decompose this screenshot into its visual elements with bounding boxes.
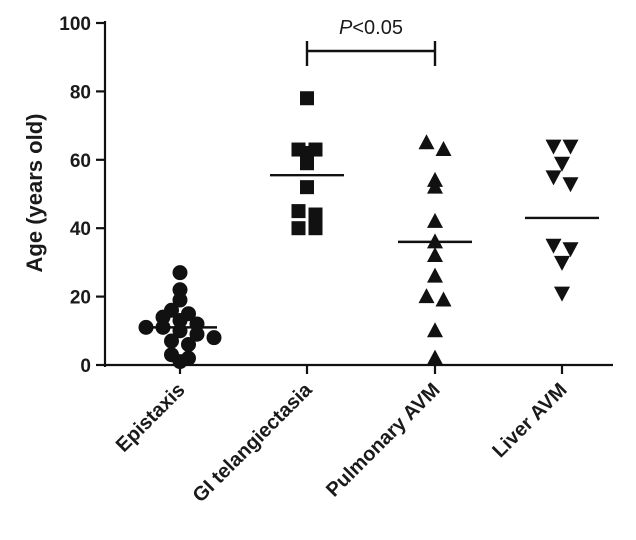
p-value-label: P<0.05 — [339, 17, 403, 39]
data-point — [554, 156, 570, 172]
data-point — [418, 288, 435, 304]
y-tick-label: 20 — [70, 288, 91, 309]
y-axis-title: Age (years old) — [22, 114, 47, 273]
data-point — [435, 291, 452, 307]
data-point — [291, 221, 306, 236]
data-point — [300, 180, 314, 195]
data-point — [164, 347, 179, 363]
significance-annotation: P<0.05 — [305, 17, 437, 66]
data-point — [172, 282, 188, 298]
data-point — [164, 302, 179, 318]
data-point — [545, 238, 562, 254]
data-point — [189, 326, 205, 342]
y-tick-label: 40 — [70, 219, 91, 240]
data-point — [562, 139, 579, 155]
data-point — [427, 267, 443, 283]
data-point — [308, 142, 323, 157]
data-point — [418, 134, 435, 150]
data-point — [562, 177, 579, 193]
data-point — [172, 292, 188, 308]
data-point — [206, 330, 222, 346]
data-point — [427, 322, 443, 338]
data-point — [291, 142, 306, 157]
p-threshold: <0.05 — [352, 17, 403, 39]
data-point — [545, 139, 562, 155]
data-point — [181, 350, 196, 366]
y-tick-label: 60 — [70, 151, 91, 172]
data-point — [181, 336, 196, 352]
data-point — [300, 91, 314, 106]
data-point — [562, 242, 579, 258]
data-point — [545, 170, 562, 186]
x-tick-label: GI telangiectasia — [189, 378, 318, 507]
data-point — [427, 349, 443, 365]
x-ticks: Epistaxis GI telangiectasia Pulmonary AVM L… — [112, 365, 572, 507]
y-tick-label: 100 — [59, 14, 91, 35]
y-tick-label: 80 — [70, 82, 91, 103]
y-ticks: 0 20 40 60 80 100 — [59, 14, 105, 377]
data-point — [427, 247, 443, 263]
data-point — [164, 333, 179, 349]
data-point — [181, 306, 196, 322]
p-symbol: P — [339, 17, 353, 39]
x-tick-label: Liver AVM — [488, 379, 571, 462]
x-tick-label: Epistaxis — [112, 379, 190, 457]
y-tick-label: 0 — [80, 356, 91, 377]
data-point — [554, 286, 570, 302]
data-point — [291, 204, 306, 219]
data-point — [308, 207, 323, 222]
data-point — [308, 221, 323, 236]
data-point — [172, 265, 188, 281]
data-point — [427, 212, 443, 228]
data-point — [435, 141, 452, 157]
data-point — [554, 255, 570, 271]
x-tick-label: Pulmonary AVM — [322, 379, 444, 501]
data-point — [427, 171, 443, 187]
mean-lines — [143, 173, 599, 329]
